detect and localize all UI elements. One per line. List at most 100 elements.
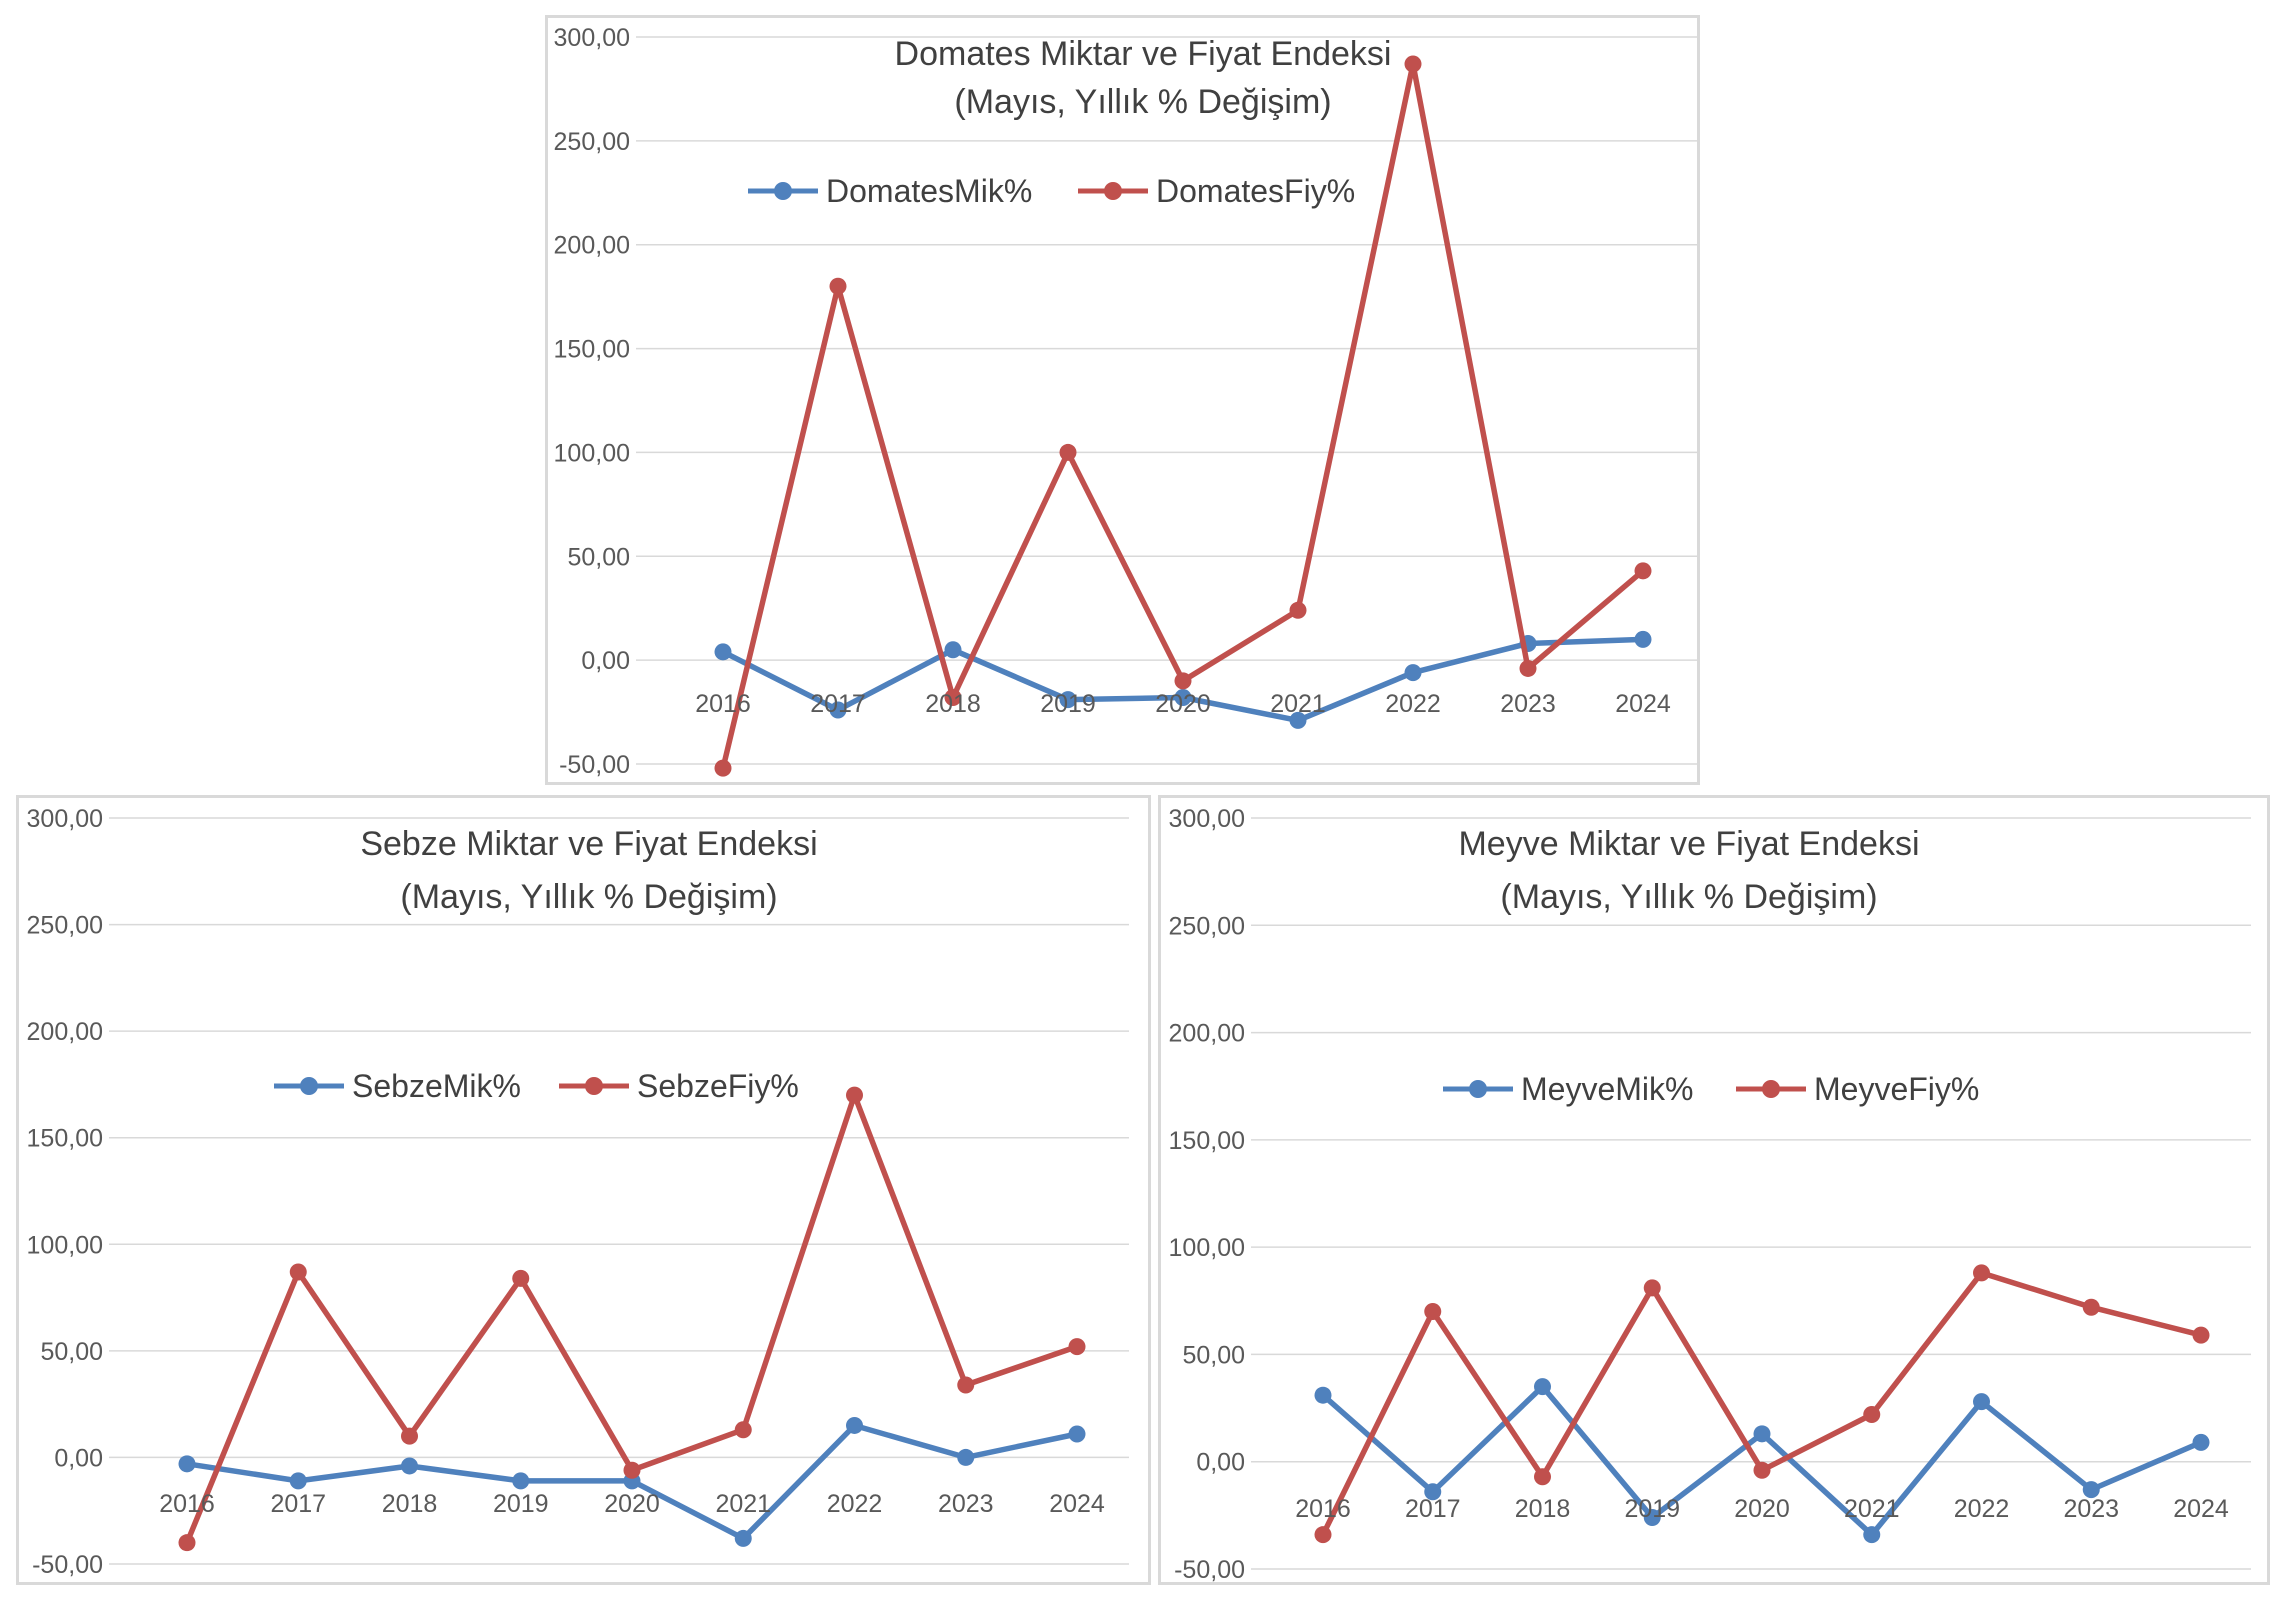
chart-subtitle: (Mayıs, Yıllık % Değişim) [1500,878,1877,916]
data-point [1314,1526,1332,1544]
data-point [178,1534,196,1552]
legend-item: MeyveFiy% [1736,1071,1979,1107]
x-tick-label: 2016 [1295,1495,1351,1523]
data-point [1863,1406,1881,1424]
data-point [1519,659,1537,677]
data-point [829,277,847,295]
legend-label: SebzeMik% [352,1068,521,1104]
data-point [1534,1378,1551,1396]
y-tick-label: 250,00 [554,128,630,156]
data-point [1753,1461,1771,1479]
y-tick-label: 50,00 [1182,1341,1245,1369]
data-point [1174,689,1192,707]
x-tick-label: 2018 [925,690,981,718]
data-point [2082,1481,2100,1499]
x-tick-label: 2021 [1270,690,1326,718]
data-point [957,1376,975,1394]
data-point [1314,1386,1332,1404]
data-point [1643,1279,1661,1297]
chart-panel-domates: 300,00 250,00 200,00 150,00 100,00 50,00 0,00 -… [545,15,1700,785]
x-tick-label: 2024 [1615,690,1671,718]
y-tick-label: 0,00 [1196,1449,1245,1477]
y-tick-label: 300,00 [27,805,103,833]
x-tick-label: 2017 [1405,1495,1461,1523]
chart-title: Sebze Miktar ve Fiyat Endeksi [360,825,817,863]
chart-meyve: 300,00 250,00 200,00 150,00 100,00 50,00 0,00 -… [1169,805,2251,1584]
chart-subtitle: (Mayıs, Yıllık % Değişim) [400,878,777,916]
x-tick-label: 2018 [1515,1495,1571,1523]
legend-label: MeyveFiy% [1814,1071,1979,1107]
y-tick-label: 100,00 [554,439,630,467]
data-point [1634,630,1652,648]
x-tick-label: 2022 [827,1490,883,1518]
chart-title: Domates Miktar ve Fiyat Endeksi [895,35,1392,73]
series-group [178,1086,1086,1552]
data-point [734,1421,752,1439]
data-point [1059,691,1077,709]
x-tick-label: 2019 [1040,690,1096,718]
series-line [720,61,1646,771]
chart-title: Meyve Miktar ve Fiyat Endeksi [1458,825,1919,863]
data-point [178,1455,196,1473]
y-tick-label: -50,00 [1174,1556,1245,1584]
data-point [1174,672,1192,690]
data-point [1863,1526,1881,1544]
data-point [289,1472,307,1490]
legend-item: SebzeFiy% [559,1068,799,1104]
series-group [1314,1378,2210,1544]
y-tick-label: 250,00 [27,912,103,940]
x-tick-label: 2020 [1155,690,1211,718]
x-tick-label: 2023 [938,1490,994,1518]
data-point [1404,664,1422,682]
data-point [734,1529,752,1547]
legend-item: DomatesMik% [748,173,1032,209]
series-group [178,1416,1086,1547]
data-point [1424,1303,1442,1321]
data-point [1289,601,1307,619]
x-tick-label: 2020 [1734,1495,1790,1523]
data-point [714,643,732,661]
x-tick-label: 2020 [604,1490,660,1518]
y-tick-label: 0,00 [54,1444,103,1472]
legend-label: DomatesMik% [826,173,1032,209]
data-point [2192,1433,2210,1451]
x-tick-label: 2024 [1049,1490,1105,1518]
data-point [2192,1326,2210,1344]
data-point [401,1457,418,1475]
data-point [1068,1425,1086,1443]
x-tick-label: 2021 [715,1490,771,1518]
y-tick-label: -50,00 [559,751,630,779]
data-point [846,1086,863,1104]
y-tick-label: 150,00 [1169,1127,1245,1155]
data-point [1973,1264,1990,1282]
y-tick-label: 200,00 [27,1018,103,1046]
data-point [829,701,847,719]
data-point [1534,1468,1551,1486]
y-tick-label: 100,00 [1169,1234,1245,1262]
data-point [289,1263,307,1281]
data-point [1059,443,1077,461]
legend-label: DomatesFiy% [1156,173,1355,209]
data-point [1634,562,1652,580]
chart-subtitle: (Mayıs, Yıllık % Değişim) [954,83,1331,121]
y-tick-label: 150,00 [27,1125,103,1153]
y-tick-label: 100,00 [27,1231,103,1259]
legend-label: MeyveMik% [1521,1071,1693,1107]
x-tick-label: 2016 [695,690,751,718]
x-tick-label: 2017 [270,1490,326,1518]
y-tick-label: 50,00 [40,1338,103,1366]
data-point [1973,1393,1990,1411]
x-tick-label: 2017 [810,690,866,718]
chart-panel-sebze: 300,00 250,00 200,00 150,00 100,00 50,00 0,00 -… [16,795,1151,1585]
legend-item: MeyveMik% [1443,1071,1693,1107]
x-tick-label: 2024 [2173,1495,2229,1523]
data-point [846,1416,863,1434]
data-point [1068,1338,1086,1356]
data-point [1424,1483,1442,1501]
y-tick-label: 200,00 [554,232,630,260]
data-point [944,689,962,707]
y-tick-label: 300,00 [554,24,630,52]
chart-domates: 300,00 250,00 200,00 150,00 100,00 50,00 0,00 -… [554,24,1698,779]
x-tick-label: 2023 [1500,690,1556,718]
legend-item: DomatesFiy% [1078,173,1355,209]
